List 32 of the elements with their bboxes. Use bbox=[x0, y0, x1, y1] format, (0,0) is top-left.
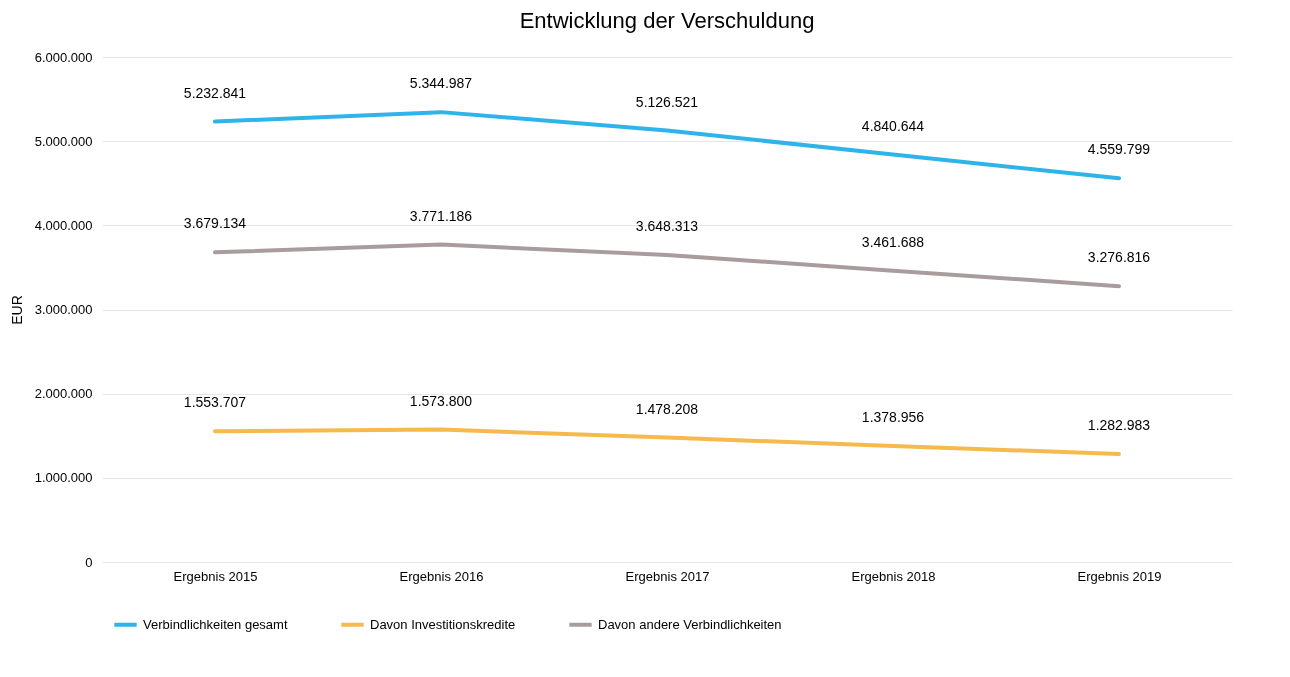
data-label: 1.553.707 bbox=[183, 394, 247, 411]
x-tick-label: Ergebnis 2019 bbox=[1077, 568, 1162, 584]
data-label: 5.126.521 bbox=[635, 93, 699, 110]
y-tick-label: 0 bbox=[85, 554, 93, 570]
data-label: 1.573.800 bbox=[409, 392, 473, 409]
x-tick-label: Ergebnis 2017 bbox=[625, 568, 710, 584]
y-tick-label: 3.000.000 bbox=[34, 302, 93, 317]
data-label: 3.276.816 bbox=[1087, 249, 1151, 266]
y-tick-label: 5.000.000 bbox=[34, 133, 93, 149]
data-label: 5.344.987 bbox=[409, 75, 473, 92]
chart-title: Entwicklung der Verschuldung bbox=[519, 8, 815, 33]
y-axis-title: EUR bbox=[8, 295, 25, 325]
data-label: 3.771.186 bbox=[409, 207, 473, 224]
data-label: 1.378.956 bbox=[861, 408, 925, 425]
data-label: 1.282.983 bbox=[1087, 417, 1151, 434]
x-tick-label: Ergebnis 2016 bbox=[399, 568, 484, 584]
data-label: 3.648.313 bbox=[635, 217, 699, 234]
data-label: 5.232.841 bbox=[183, 84, 247, 101]
y-tick-label: 6.000.000 bbox=[34, 49, 93, 65]
legend-label: Davon andere Verbindlichkeiten bbox=[598, 616, 782, 632]
y-tick-label: 4.000.000 bbox=[34, 217, 93, 233]
data-label: 4.559.799 bbox=[1087, 141, 1151, 158]
legend-label: Davon Investitionskredite bbox=[370, 616, 516, 632]
data-label: 1.478.208 bbox=[635, 400, 699, 417]
legend-label: Verbindlichkeiten gesamt bbox=[143, 616, 288, 632]
y-tick-label: 2.000.000 bbox=[34, 386, 93, 402]
x-tick-label: Ergebnis 2015 bbox=[173, 568, 258, 584]
data-label: 3.679.134 bbox=[183, 215, 247, 232]
data-label: 4.840.644 bbox=[861, 117, 925, 134]
y-tick-label: 1.000.000 bbox=[34, 470, 93, 486]
data-label: 3.461.688 bbox=[861, 233, 925, 250]
x-tick-label: Ergebnis 2018 bbox=[851, 568, 936, 584]
